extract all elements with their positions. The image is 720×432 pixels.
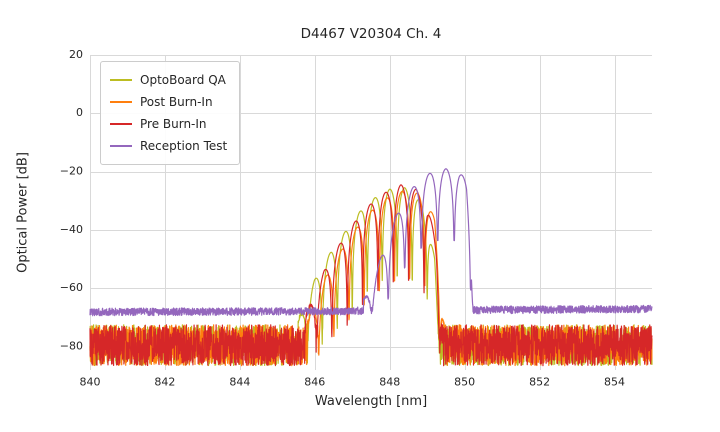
legend-line-swatch bbox=[110, 145, 132, 147]
legend-line-swatch bbox=[110, 101, 132, 103]
legend-item: OptoBoard QA bbox=[110, 69, 227, 91]
x-axis-label: Wavelength [nm] bbox=[314, 394, 428, 409]
chart-title: D4467 V20304 Ch. 4 bbox=[300, 26, 442, 42]
legend-item: Pre Burn-In bbox=[110, 113, 227, 135]
legend-item: Reception Test bbox=[110, 135, 227, 157]
legend-line-swatch bbox=[110, 79, 132, 81]
legend-item-label: OptoBoard QA bbox=[140, 73, 226, 87]
y-axis-label: Optical Power [dB] bbox=[15, 152, 31, 273]
legend: OptoBoard QA Post Burn-In Pre Burn-In Recep… bbox=[100, 61, 241, 165]
legend-item-label: Reception Test bbox=[140, 139, 228, 153]
legend-item: Post Burn-In bbox=[110, 91, 227, 113]
legend-line-swatch bbox=[110, 123, 132, 125]
legend-item-label: Post Burn-In bbox=[140, 95, 213, 109]
legend-item-label: Pre Burn-In bbox=[140, 117, 207, 131]
